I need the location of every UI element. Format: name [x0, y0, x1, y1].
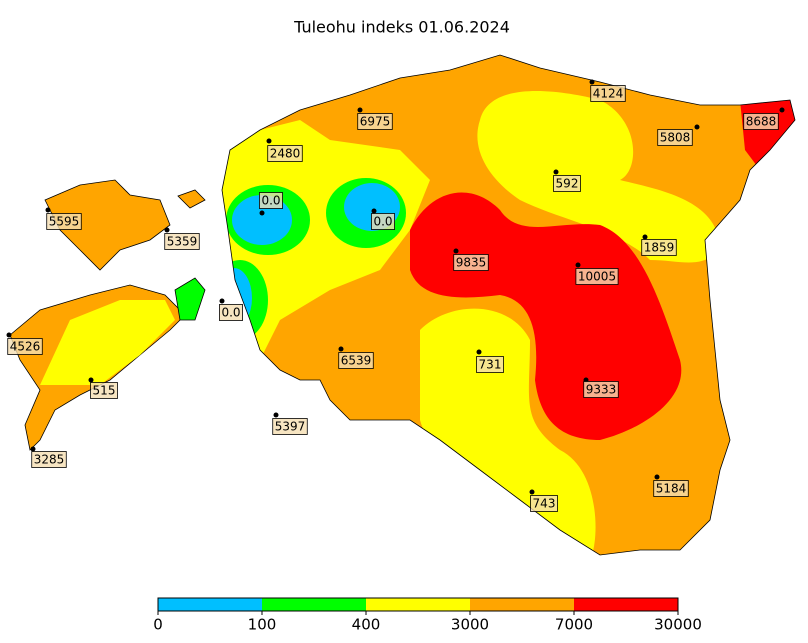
station-box — [657, 129, 693, 146]
station-box — [46, 213, 82, 230]
station-label: 4124 — [593, 87, 624, 101]
colorbar-tick-label: 30000 — [654, 616, 702, 634]
station-dot — [273, 412, 279, 418]
mainland-border — [221, 54, 796, 556]
hiiumaa — [44, 179, 171, 271]
station-box — [90, 382, 118, 399]
colorbar-segment — [574, 598, 678, 611]
station-box — [259, 192, 283, 209]
station-dot — [694, 124, 700, 130]
station-box — [641, 239, 677, 256]
station-box — [453, 254, 489, 271]
colorbar-tick-label: 100 — [248, 616, 277, 634]
saaremaa-yellow — [40, 300, 175, 385]
station-label: 4526 — [10, 340, 41, 354]
station-box — [590, 85, 626, 102]
colorbar-segment — [158, 598, 262, 611]
muhu — [174, 277, 206, 321]
station-label: 0.0 — [221, 306, 240, 320]
station-dot — [259, 210, 265, 216]
station-box — [164, 233, 200, 250]
station-label: 3285 — [34, 453, 65, 467]
station-box — [476, 356, 504, 373]
colorbar-tick-label: 3000 — [451, 616, 489, 634]
station-dot — [164, 227, 170, 233]
station-dot — [553, 169, 559, 175]
vormsi — [177, 189, 206, 209]
station-dot — [6, 332, 12, 338]
station-box — [267, 145, 303, 162]
station-label: 5359 — [167, 235, 198, 249]
station-box — [219, 304, 243, 321]
station-dot — [266, 138, 272, 144]
map-title: Tuleohu indeks 01.06.2024 — [293, 18, 510, 37]
station-label: 0.0 — [373, 215, 392, 229]
station-dot — [357, 107, 363, 113]
station-box — [653, 480, 689, 497]
station-label: 5595 — [49, 215, 80, 229]
station-label: 5184 — [656, 482, 687, 496]
station-label: 9835 — [456, 256, 487, 270]
station-label: 592 — [556, 177, 579, 191]
mainland — [222, 55, 795, 555]
station-box — [743, 113, 779, 130]
station-dot — [589, 79, 595, 85]
station-label: 1859 — [644, 241, 675, 255]
station-label: 6539 — [341, 354, 372, 368]
colorbar-segment — [470, 598, 574, 611]
station-label: 10005 — [578, 270, 616, 284]
station-dot — [338, 346, 344, 352]
station-dot — [30, 446, 36, 452]
station-box — [338, 352, 374, 369]
station-box — [272, 418, 308, 435]
station-box — [553, 175, 581, 192]
station-dot — [779, 107, 785, 113]
station-label: 2480 — [270, 147, 301, 161]
colorbar-tick-label: 0 — [153, 616, 163, 634]
station-label: 5808 — [660, 131, 691, 145]
colorbar-tick-label: 400 — [352, 616, 381, 634]
station-label: 6975 — [360, 115, 391, 129]
station-label: 9333 — [586, 383, 617, 397]
station-dot — [654, 474, 660, 480]
station-box — [530, 495, 558, 512]
colorbar-frame — [157, 597, 679, 612]
station-box — [357, 113, 393, 130]
station-label: 743 — [533, 497, 556, 511]
station-box — [371, 213, 395, 230]
station-dot — [575, 262, 581, 268]
station-dot — [45, 207, 51, 213]
station-label: 515 — [93, 384, 116, 398]
station-dot — [476, 349, 482, 355]
station-label: 8688 — [746, 115, 777, 129]
station-box — [31, 451, 67, 468]
station-label: 5397 — [275, 420, 306, 434]
station-dot — [371, 208, 377, 214]
station-dot — [219, 298, 225, 304]
station-box — [583, 381, 619, 398]
station-dot — [642, 234, 648, 240]
station-label: 731 — [479, 358, 502, 372]
station-dot — [88, 377, 94, 383]
station-dot — [529, 489, 535, 495]
colorbar-segment — [366, 598, 470, 611]
station-box — [575, 268, 619, 285]
station-dot — [453, 248, 459, 254]
station-box — [7, 338, 43, 355]
station-label: 0.0 — [261, 194, 280, 208]
colorbar-segment — [262, 598, 366, 611]
colorbar-tick-label: 7000 — [555, 616, 593, 634]
